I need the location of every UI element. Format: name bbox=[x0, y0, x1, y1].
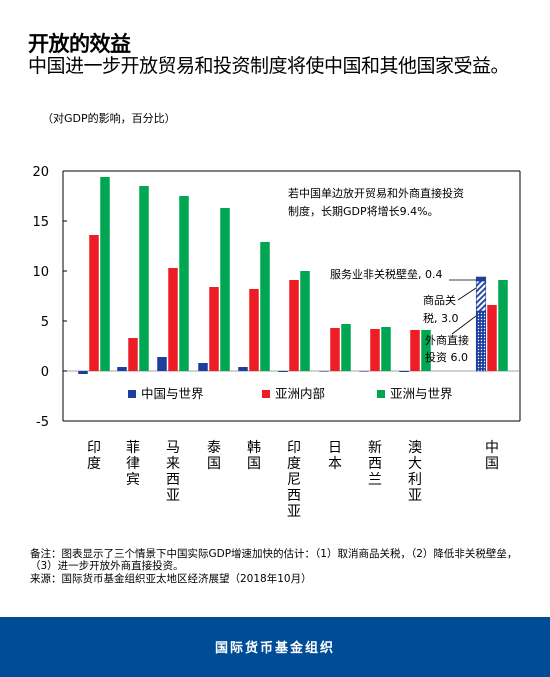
bar-2-2 bbox=[128, 338, 138, 371]
bar-2-4 bbox=[209, 287, 219, 371]
category-label-char: 国 bbox=[247, 456, 261, 472]
china-bar-asia-internal bbox=[487, 305, 497, 371]
china-stack-segment-2 bbox=[475, 280, 487, 312]
category-label-char: 亚 bbox=[408, 488, 422, 504]
category-label-char: 日 bbox=[328, 440, 342, 456]
bar-1-4 bbox=[198, 363, 208, 371]
chart-title: 开放的效益 bbox=[28, 32, 131, 56]
bar-chart: 20151050-5印度菲律宾马来西亚泰国韩国印度尼西亚日本新西兰澳大利亚中国中… bbox=[32, 165, 521, 520]
bar-1-9 bbox=[399, 371, 409, 372]
bar-2-6 bbox=[289, 280, 299, 371]
y-tick-label: -5 bbox=[36, 415, 49, 430]
footnote: 备注：图表显示了三个情景下中国实际GDP增速加快的估计：（1）取消商品关税，（2… bbox=[30, 548, 518, 572]
chart-subtitle: 中国进一步开放贸易和投资制度将使中国和其他国家受益。 bbox=[28, 55, 510, 77]
bar-2-7 bbox=[330, 328, 340, 371]
category-label-char: 中 bbox=[485, 440, 499, 456]
category-label-char: 宾 bbox=[126, 472, 140, 488]
category-label-char: 大 bbox=[408, 456, 422, 472]
bar-2-9 bbox=[410, 330, 420, 371]
y-tick-label: 0 bbox=[41, 365, 49, 380]
bar-1-3 bbox=[157, 357, 167, 371]
category-label-char: 兰 bbox=[368, 472, 382, 488]
bar-1-6 bbox=[278, 371, 288, 372]
annotation-services: 服务业非关税壁垒, 0.4 bbox=[330, 267, 443, 281]
bar-3-4 bbox=[220, 208, 230, 371]
annotation-main-line2: 制度，长期GDP将增长9.4%。 bbox=[288, 204, 439, 218]
source-note: 来源：国际货币基金组织亚太地区经济展望（2018年10月） bbox=[30, 573, 312, 585]
category-label-char: 亚 bbox=[287, 504, 301, 520]
china-stack-segment-1 bbox=[475, 310, 487, 372]
y-tick-label: 10 bbox=[32, 265, 49, 280]
bar-3-7 bbox=[341, 324, 351, 371]
legend-label: 中国与世界 bbox=[141, 386, 204, 401]
legend-label: 亚洲与世界 bbox=[390, 386, 453, 401]
annotation-fdi-leader bbox=[451, 315, 477, 335]
bar-3-9 bbox=[421, 330, 431, 371]
category-label-char: 亚 bbox=[166, 488, 180, 504]
unit-note: （对GDP的影响，百分比） bbox=[42, 112, 176, 125]
bar-2-3 bbox=[168, 268, 178, 371]
bar-3-1 bbox=[100, 177, 110, 371]
category-label-char: 马 bbox=[166, 440, 180, 456]
category-label-char: 印 bbox=[87, 440, 101, 456]
bar-3-8 bbox=[381, 327, 391, 371]
bar-3-3 bbox=[179, 196, 189, 371]
bar-1-1 bbox=[78, 371, 88, 374]
annotation-tariff-line2: 税, 3.0 bbox=[423, 311, 459, 325]
legend-swatch-2 bbox=[262, 390, 270, 398]
y-tick-label: 5 bbox=[41, 315, 49, 330]
category-label-char: 西 bbox=[368, 456, 382, 472]
category-label-char: 菲 bbox=[126, 440, 140, 456]
category-label-char: 尼 bbox=[287, 472, 301, 488]
annotation-fdi-line1: 外商直接 bbox=[425, 333, 469, 347]
legend-label: 亚洲内部 bbox=[275, 386, 325, 401]
china-bar-asia-world bbox=[498, 280, 508, 371]
category-label-char: 澳 bbox=[408, 440, 422, 456]
bar-2-5 bbox=[249, 289, 259, 371]
category-label-char: 国 bbox=[207, 456, 221, 472]
legend-swatch-1 bbox=[128, 390, 136, 398]
category-label-char: 韩 bbox=[247, 440, 261, 456]
y-tick-label: 15 bbox=[32, 215, 49, 230]
category-label-char: 本 bbox=[328, 456, 342, 472]
bar-3-2 bbox=[139, 186, 149, 371]
bar-1-5 bbox=[238, 367, 248, 371]
bar-1-8 bbox=[359, 371, 369, 372]
annotation-tariff-line1: 商品关 bbox=[423, 293, 456, 307]
y-tick-label: 20 bbox=[32, 165, 49, 180]
bar-3-6 bbox=[300, 271, 310, 371]
category-label-char: 度 bbox=[87, 456, 101, 472]
annotation-fdi-line2: 投资 6.0 bbox=[425, 350, 468, 364]
bar-3-5 bbox=[260, 242, 270, 371]
category-label-char: 国 bbox=[485, 456, 499, 472]
category-label-char: 律 bbox=[126, 456, 140, 472]
footer-org-name: 国际货币基金组织 bbox=[214, 641, 335, 656]
category-label-char: 度 bbox=[287, 456, 301, 472]
category-label-char: 新 bbox=[368, 440, 382, 456]
bar-2-8 bbox=[370, 329, 380, 371]
category-label-char: 来 bbox=[166, 456, 180, 472]
annotation-main-line1: 若中国单边放开贸易和外商直接投资 bbox=[288, 186, 464, 200]
category-label-char: 西 bbox=[287, 488, 301, 504]
category-label-char: 印 bbox=[287, 440, 301, 456]
legend-swatch-3 bbox=[377, 390, 385, 398]
bar-1-7 bbox=[319, 371, 329, 372]
bar-1-2 bbox=[117, 367, 127, 371]
annotation-tariff-leader bbox=[457, 287, 477, 301]
china-stack-segment-3 bbox=[475, 276, 487, 282]
category-label-char: 利 bbox=[408, 472, 422, 488]
footer-bar: 国际货币基金组织 bbox=[0, 617, 550, 677]
category-label-char: 西 bbox=[166, 472, 180, 488]
category-label-char: 泰 bbox=[207, 440, 221, 456]
bar-2-1 bbox=[89, 235, 99, 371]
